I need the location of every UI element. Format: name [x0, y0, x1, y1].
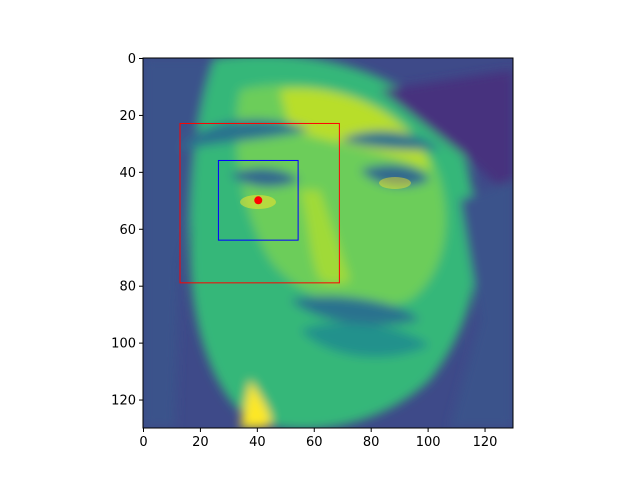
- x-tick-label: 20: [192, 435, 209, 450]
- x-tick-label: 120: [473, 435, 498, 450]
- y-tick-label: 80: [119, 280, 136, 295]
- heatmap-image: [143, 58, 513, 428]
- y-tick-label: 20: [119, 109, 136, 124]
- y-tick-label: 0: [128, 52, 136, 67]
- axes-frame: [142, 57, 514, 429]
- x-axis: 0 20 40 60 80 100 120: [139, 428, 497, 450]
- marker-point-1: [254, 196, 263, 205]
- y-tick-label: 40: [119, 166, 136, 181]
- x-tick-label: 60: [306, 435, 323, 450]
- y-tick-label: 100: [111, 337, 136, 352]
- bbox-rect-2: [217, 159, 299, 241]
- bbox-rect-1: [179, 122, 340, 284]
- x-tick-label: 80: [363, 435, 380, 450]
- y-tick-label: 60: [119, 223, 136, 238]
- overlay-layer: [179, 122, 340, 284]
- y-tick-label: 120: [111, 394, 136, 409]
- x-tick-label: 100: [416, 435, 441, 450]
- y-axis: 0 20 40 60 80 100 120: [111, 52, 143, 409]
- x-tick-label: 40: [249, 435, 266, 450]
- axes-spines: [142, 57, 514, 429]
- x-tick-label: 0: [139, 435, 147, 450]
